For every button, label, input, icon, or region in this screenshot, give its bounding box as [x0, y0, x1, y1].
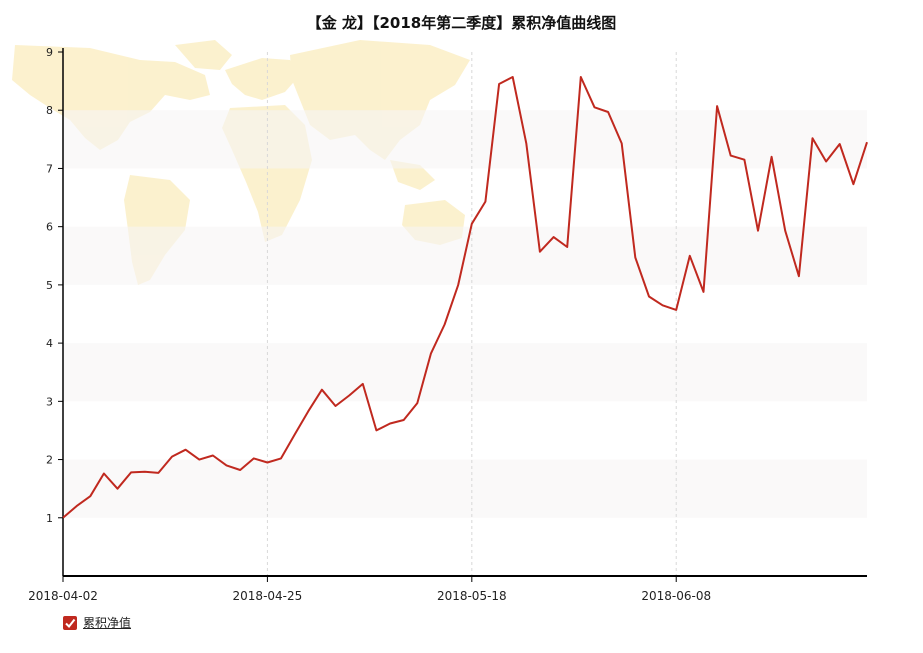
y-tick-label: 3 — [46, 395, 53, 408]
grid-band — [63, 110, 867, 169]
y-tick-label: 6 — [46, 221, 53, 234]
legend-checkbox[interactable] — [63, 615, 77, 630]
x-tick-label: 2018-05-18 — [437, 589, 507, 603]
y-tick-label: 4 — [46, 337, 53, 350]
y-tick-label: 8 — [46, 104, 53, 117]
grid-band — [63, 459, 867, 518]
legend-label: 累积净值 — [83, 616, 132, 630]
series-line-累积净值 — [62, 76, 868, 519]
check-icon — [65, 618, 76, 628]
y-tick-label: 2 — [46, 454, 53, 467]
y-tick-label: 9 — [46, 46, 53, 59]
legend-item[interactable]: 累积净值 — [63, 614, 131, 631]
y-tick-label: 7 — [46, 162, 53, 175]
chart-title: 【金 龙】【2018年第二季度】累积净值曲线图 — [306, 14, 617, 32]
x-tick-label: 2018-04-25 — [233, 589, 303, 603]
x-tick-label: 2018-06-08 — [641, 589, 711, 603]
y-tick-label: 5 — [46, 279, 53, 292]
grid-band — [63, 343, 867, 402]
x-tick-label: 2018-04-02 — [28, 589, 98, 603]
y-tick-label: 1 — [46, 512, 53, 525]
